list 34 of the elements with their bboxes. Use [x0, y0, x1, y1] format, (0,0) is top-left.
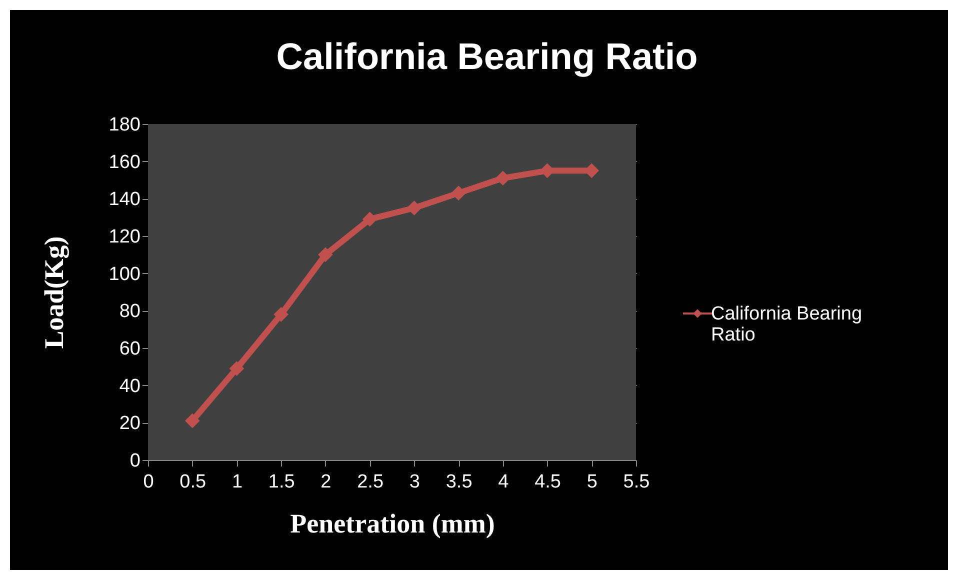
x-tick-label: 5.5	[623, 472, 650, 492]
x-tick-label: 4.5	[534, 472, 561, 492]
point	[495, 170, 510, 186]
y-tick-label: 180	[108, 114, 140, 136]
point	[451, 186, 466, 200]
x-tick-label: 1	[232, 472, 243, 492]
y-tick-label: 40	[119, 376, 140, 397]
x-tick-label: 4	[498, 472, 510, 492]
point	[362, 212, 378, 227]
point	[406, 200, 422, 216]
y-tick-label: 20	[119, 413, 140, 434]
y-axis-title: Load(Kg)	[38, 236, 69, 349]
y-tick-label: 140	[108, 189, 140, 210]
x-tick-label: 5	[586, 472, 598, 492]
x-tick-label: 3	[409, 472, 420, 492]
y-tick-label: 100	[108, 264, 140, 285]
point	[274, 306, 289, 322]
y-tick-label: 120	[108, 226, 140, 248]
x-tick-label: 1.5	[268, 472, 295, 492]
y-tick-label: 160	[108, 152, 140, 173]
x-tick-label: 2	[320, 472, 332, 492]
x-tick-label: 0	[143, 472, 154, 492]
legend-label: California Bearing Ratio	[711, 304, 862, 346]
y-tick-label: 0	[130, 450, 140, 472]
x-axis-title: Penetration (mm)	[290, 508, 495, 538]
x-tick-label: 2.5	[357, 472, 384, 492]
chart-title: California Bearing Ratio	[276, 36, 698, 77]
point	[318, 247, 333, 262]
point	[229, 361, 244, 376]
y-tick-label: 80	[119, 301, 140, 322]
x-tick-label: 0.5	[180, 472, 206, 492]
y-tick-label: 60	[119, 338, 140, 360]
point	[184, 413, 200, 428]
x-tick-label: 3.5	[446, 472, 472, 492]
